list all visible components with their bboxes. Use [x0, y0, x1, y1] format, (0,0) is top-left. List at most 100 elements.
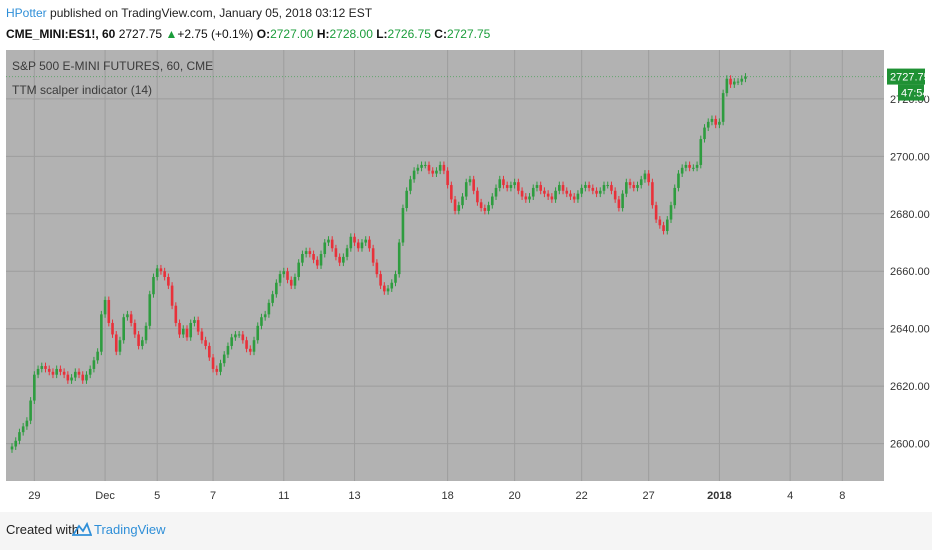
candle-body [215, 368, 219, 372]
time-tick-label: 13 [348, 490, 360, 502]
author-link[interactable]: HPotter [6, 6, 47, 20]
candle-body [252, 340, 256, 352]
candles [10, 73, 747, 453]
candle-body [114, 334, 118, 352]
candle-body [167, 276, 170, 286]
close-value: 2727.75 [446, 27, 491, 41]
candle-body [319, 254, 323, 266]
candle-body [345, 248, 349, 257]
time-tick-label: Dec [95, 490, 115, 502]
candle-body [733, 81, 736, 85]
candle-body [397, 242, 401, 275]
candle-body [181, 328, 185, 335]
candle-body [729, 78, 732, 85]
last-price-tag [887, 68, 925, 85]
price-tags: 2727.75 47:54 [6, 68, 930, 101]
candle-body [29, 400, 32, 421]
time-tick-label: 11 [278, 490, 289, 502]
candle-body [558, 185, 561, 191]
candle-body [289, 279, 293, 286]
candle-body [569, 193, 572, 197]
time-axis[interactable]: 29 Dec 5 7 11 13 18 20 22 27 2018 4 8 [28, 490, 845, 502]
candle-body [133, 322, 137, 335]
price-axis[interactable]: 2600.00 2620.00 2640.00 2660.00 2680.00 2700.… [890, 94, 930, 451]
candle-body [431, 170, 435, 174]
candle-body [196, 320, 200, 332]
candle-body [111, 322, 114, 335]
candle-body [546, 193, 550, 197]
candle-body [241, 334, 245, 341]
candle-body [185, 328, 189, 338]
candle-body [580, 187, 583, 194]
candle-body [282, 271, 286, 275]
candle-body [572, 196, 576, 200]
time-tick-label: 22 [576, 490, 588, 502]
candle-body [680, 167, 684, 174]
candle-body [531, 187, 535, 197]
candle-body [193, 320, 196, 323]
candle-body [353, 236, 356, 243]
candle-body [438, 164, 442, 171]
candle-body [636, 185, 639, 188]
candle-body [155, 268, 159, 277]
candle-body [10, 446, 14, 450]
price-chart[interactable]: 2600.00 2620.00 2640.00 2660.00 2680.00 2700.… [0, 48, 932, 508]
candle-body [461, 196, 464, 206]
candle-body [554, 190, 557, 200]
candle-body [420, 164, 423, 168]
candle-body [703, 127, 706, 140]
candle-body [368, 239, 371, 249]
candle-body [200, 331, 204, 341]
candle-body [688, 164, 691, 168]
candle-body [472, 179, 475, 191]
countdown-text: 47:54 [901, 88, 929, 100]
candle-body [543, 190, 546, 194]
candle-body [219, 363, 222, 372]
candle-body [520, 190, 524, 197]
candle-body [744, 76, 747, 79]
symbol-line: CME_MINI:ES1!, 60 2727.75 ▲+2.75 (+0.1%)… [6, 27, 490, 41]
candle-body [129, 314, 133, 323]
candle-body [390, 282, 394, 289]
candle-body [144, 325, 148, 341]
candle-body [602, 185, 606, 191]
price-tick-label: 2660.00 [890, 266, 930, 278]
time-tick-label: 20 [509, 490, 521, 502]
footer: Created with TradingView [0, 512, 932, 550]
candle-body [539, 185, 542, 191]
candle-body [59, 368, 62, 372]
candle-body [21, 426, 25, 433]
candle-body [379, 274, 382, 286]
candle-body [122, 317, 125, 341]
candle-body [334, 248, 338, 257]
candle-body [189, 322, 193, 338]
tradingview-logo-icon [72, 521, 92, 536]
candle-body [170, 285, 174, 306]
candle-body [47, 368, 51, 372]
chart-title: S&P 500 E-MINI FUTURES, 60, CME [12, 59, 213, 73]
candle-body [550, 196, 554, 200]
candle-body [628, 182, 632, 186]
candle-body [230, 337, 233, 346]
candle-body [62, 371, 66, 375]
candle-body [632, 185, 636, 188]
candle-body [148, 294, 152, 326]
low-value: 2726.75 [387, 27, 431, 41]
open-value: 2727.00 [270, 27, 314, 41]
tradingview-link[interactable]: TradingView [94, 522, 166, 537]
candle-body [464, 182, 468, 197]
candle-body [312, 254, 315, 260]
candle-body [591, 187, 595, 191]
candle-body [427, 164, 431, 171]
candle-body [509, 185, 513, 188]
candle-body [245, 340, 248, 349]
candle-body [226, 345, 230, 355]
candle-body [576, 193, 580, 200]
candle-body [625, 182, 628, 194]
candle-body [308, 251, 312, 255]
candle-body [301, 254, 304, 263]
candle-body [490, 196, 494, 206]
candle-body [342, 256, 345, 263]
time-tick-label: 5 [154, 490, 160, 502]
candle-body [275, 282, 278, 295]
